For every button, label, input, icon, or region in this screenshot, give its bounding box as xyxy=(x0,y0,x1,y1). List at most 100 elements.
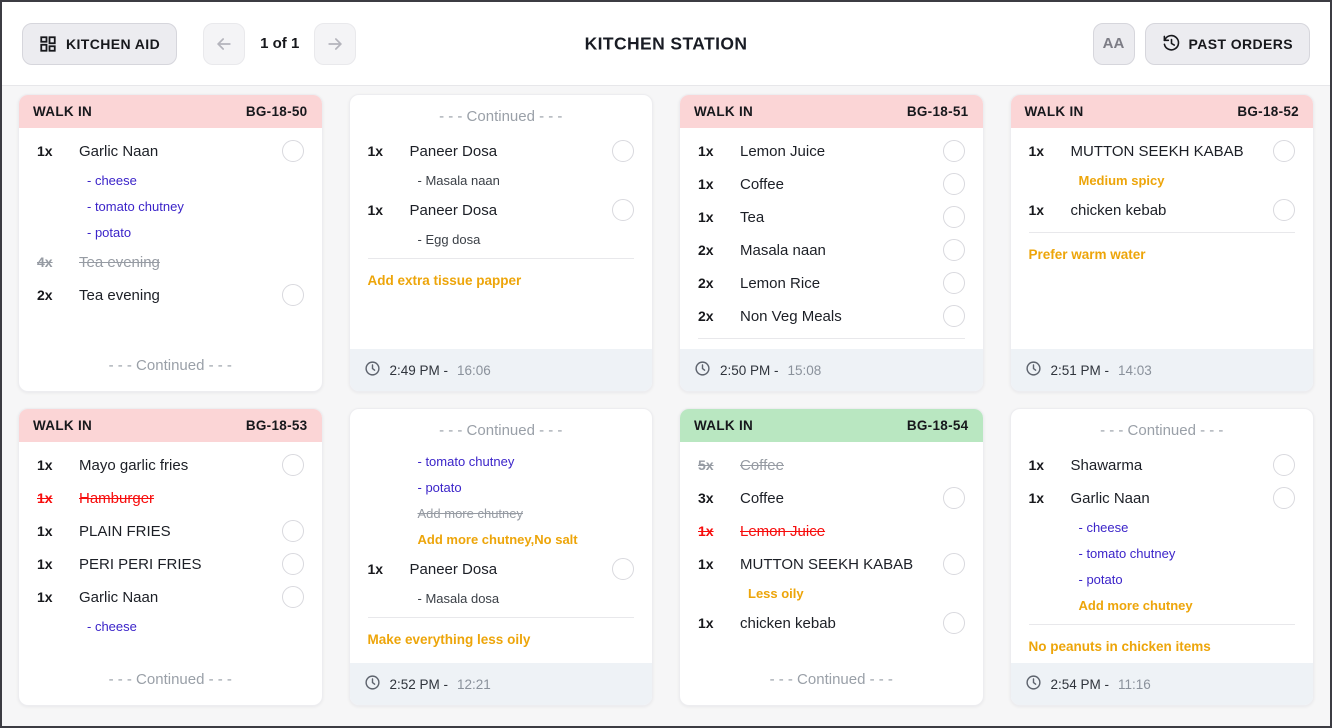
order-item-row[interactable]: 1x Garlic Naan xyxy=(37,586,304,608)
order-note: Make everything less oily xyxy=(367,632,531,647)
item-checkbox[interactable] xyxy=(281,140,304,162)
order-card-footer: 2:52 PM - 12:21 xyxy=(349,663,652,705)
item-name: Paneer Dosa xyxy=(409,560,498,578)
kitchen-aid-button[interactable]: KITCHEN AID xyxy=(22,22,178,65)
item-quantity: 1x xyxy=(367,561,384,577)
order-item-row[interactable]: 1x MUTTON SEEKH KABAB xyxy=(698,553,965,575)
order-item-row[interactable]: 2x Masala naan xyxy=(698,239,965,261)
item-checkbox[interactable] xyxy=(281,454,304,476)
order-item-row[interactable]: 5x Coffee xyxy=(698,454,965,476)
order-item-row[interactable]: 1x Tea xyxy=(698,206,965,228)
item-checkbox[interactable] xyxy=(1273,454,1295,476)
order-item-row[interactable]: 1x PLAIN FRIES xyxy=(37,520,304,542)
item-checkbox[interactable] xyxy=(942,305,965,327)
next-page-button[interactable] xyxy=(314,22,357,65)
item-modifier: - Masala naan xyxy=(417,173,500,188)
item-checkbox[interactable] xyxy=(942,612,965,634)
item-quantity: 1x xyxy=(37,556,53,572)
order-note: Prefer warm water xyxy=(1028,247,1146,262)
order-item-row[interactable]: 1x Paneer Dosa xyxy=(367,558,634,580)
item-quantity: 1x xyxy=(37,490,53,506)
order-item-row[interactable]: 2x Tea evening xyxy=(37,284,304,306)
order-card: - - - Continued - - - 1x Paneer Dosa - Masa… xyxy=(348,94,653,392)
clock-icon xyxy=(1025,674,1042,694)
item-quantity: 1x xyxy=(698,523,714,539)
item-name: MUTTON SEEKH KABAB xyxy=(1070,142,1244,160)
past-orders-button[interactable]: PAST ORDERS xyxy=(1144,22,1310,65)
order-item-row[interactable]: 1x Garlic Naan xyxy=(37,140,304,162)
order-id-label: BG-18-50 xyxy=(245,104,308,119)
item-checkbox[interactable] xyxy=(942,487,965,509)
item-checkbox[interactable] xyxy=(1273,199,1295,221)
item-modifier: - Egg dosa xyxy=(417,232,481,247)
order-card-body: 1x Paneer Dosa - Masala naan 1x Paneer Dosa -… xyxy=(350,128,653,349)
order-item-row[interactable]: 1x Lemon Juice xyxy=(698,520,965,542)
order-card-body: 1x Shawarma 1x Garlic Naan - cheese - tomato … xyxy=(1011,442,1314,663)
item-checkbox[interactable] xyxy=(281,553,304,575)
item-checkbox[interactable] xyxy=(612,199,634,221)
item-checkbox[interactable] xyxy=(1273,140,1295,162)
font-size-button[interactable]: AA xyxy=(1092,22,1135,65)
order-item-row[interactable]: 1x Lemon Juice xyxy=(698,140,965,162)
order-card-footer: 2:54 PM - 11:16 xyxy=(1010,663,1313,705)
order-type-label: WALK IN xyxy=(694,104,754,119)
order-card: WALK IN BG-18-52 1x MUTTON SEEKH KABAB Mediu… xyxy=(1009,94,1314,392)
order-card: - - - Continued - - - - tomato chutney - p… xyxy=(348,408,653,706)
order-id-label: BG-18-54 xyxy=(906,418,969,433)
item-checkbox[interactable] xyxy=(942,206,965,228)
item-checkbox[interactable] xyxy=(942,140,965,162)
item-name: Coffee xyxy=(740,489,784,507)
order-item-row[interactable]: 1x PERI PERI FRIES xyxy=(37,553,304,575)
item-quantity: 2x xyxy=(698,242,714,258)
item-modifier: - potato xyxy=(87,225,132,240)
order-item-row[interactable]: 1x chicken kebab xyxy=(1029,199,1295,221)
item-checkbox[interactable] xyxy=(1273,487,1295,509)
item-name: chicken kebab xyxy=(1070,201,1167,219)
grid-icon xyxy=(39,35,57,53)
prev-page-button[interactable] xyxy=(203,22,246,65)
order-item-row[interactable]: 1x Hamburger xyxy=(37,487,304,509)
order-item-row[interactable]: 3x Coffee xyxy=(698,487,965,509)
order-card-footer: 2:50 PM - 15:08 xyxy=(680,349,983,391)
item-modifier: Medium spicy xyxy=(1078,173,1165,188)
order-item-row[interactable]: 1x Paneer Dosa xyxy=(367,140,634,162)
item-checkbox[interactable] xyxy=(942,553,965,575)
order-item-row[interactable]: 1x Mayo garlic fries xyxy=(37,454,304,476)
item-quantity: 1x xyxy=(698,176,714,192)
order-item-row[interactable]: 1x Garlic Naan xyxy=(1029,487,1295,509)
order-card-body: 5x Coffee 3x Coffee 1x Lemon Juice 1x MUTTON SE… xyxy=(680,442,983,671)
order-item-row[interactable]: 2x Lemon Rice xyxy=(698,272,965,294)
order-item-row[interactable]: 1x Paneer Dosa xyxy=(368,199,634,221)
item-checkbox[interactable] xyxy=(942,272,965,294)
clock-icon xyxy=(364,360,381,380)
order-item-row[interactable]: 1x Shawarma xyxy=(1028,454,1295,476)
order-item-row[interactable]: 4x Tea evening xyxy=(37,251,304,273)
item-checkbox[interactable] xyxy=(942,173,965,195)
item-name: Lemon Juice xyxy=(740,522,826,540)
item-checkbox[interactable] xyxy=(612,558,634,580)
note-divider xyxy=(1028,232,1295,233)
order-item-row[interactable]: 1x Coffee xyxy=(698,173,965,195)
item-modifier: Add more chutney xyxy=(417,506,524,521)
item-name: PLAIN FRIES xyxy=(79,522,171,540)
item-quantity: 4x xyxy=(37,254,53,270)
item-name: Tea evening xyxy=(79,286,160,304)
item-name: MUTTON SEEKH KABAB xyxy=(740,555,914,573)
item-quantity: 1x xyxy=(1028,457,1045,473)
order-card-header: WALK IN BG-18-54 xyxy=(680,409,983,442)
item-name: Paneer Dosa xyxy=(409,201,498,219)
order-time: 2:52 PM - xyxy=(389,676,449,692)
order-item-row[interactable]: 1x MUTTON SEEKH KABAB xyxy=(1029,140,1295,162)
item-quantity: 2x xyxy=(698,275,714,291)
item-quantity: 1x xyxy=(37,589,53,605)
item-name: Coffee xyxy=(740,456,784,474)
item-checkbox[interactable] xyxy=(281,520,304,542)
item-quantity: 1x xyxy=(367,143,384,159)
item-checkbox[interactable] xyxy=(281,284,304,306)
item-checkbox[interactable] xyxy=(281,586,304,608)
order-item-row[interactable]: 1x chicken kebab xyxy=(698,612,965,634)
item-modifier: - tomato chutney xyxy=(1078,546,1176,561)
order-item-row[interactable]: 2x Non Veg Meals xyxy=(698,305,965,327)
item-checkbox[interactable] xyxy=(612,140,634,162)
item-checkbox[interactable] xyxy=(942,239,965,261)
